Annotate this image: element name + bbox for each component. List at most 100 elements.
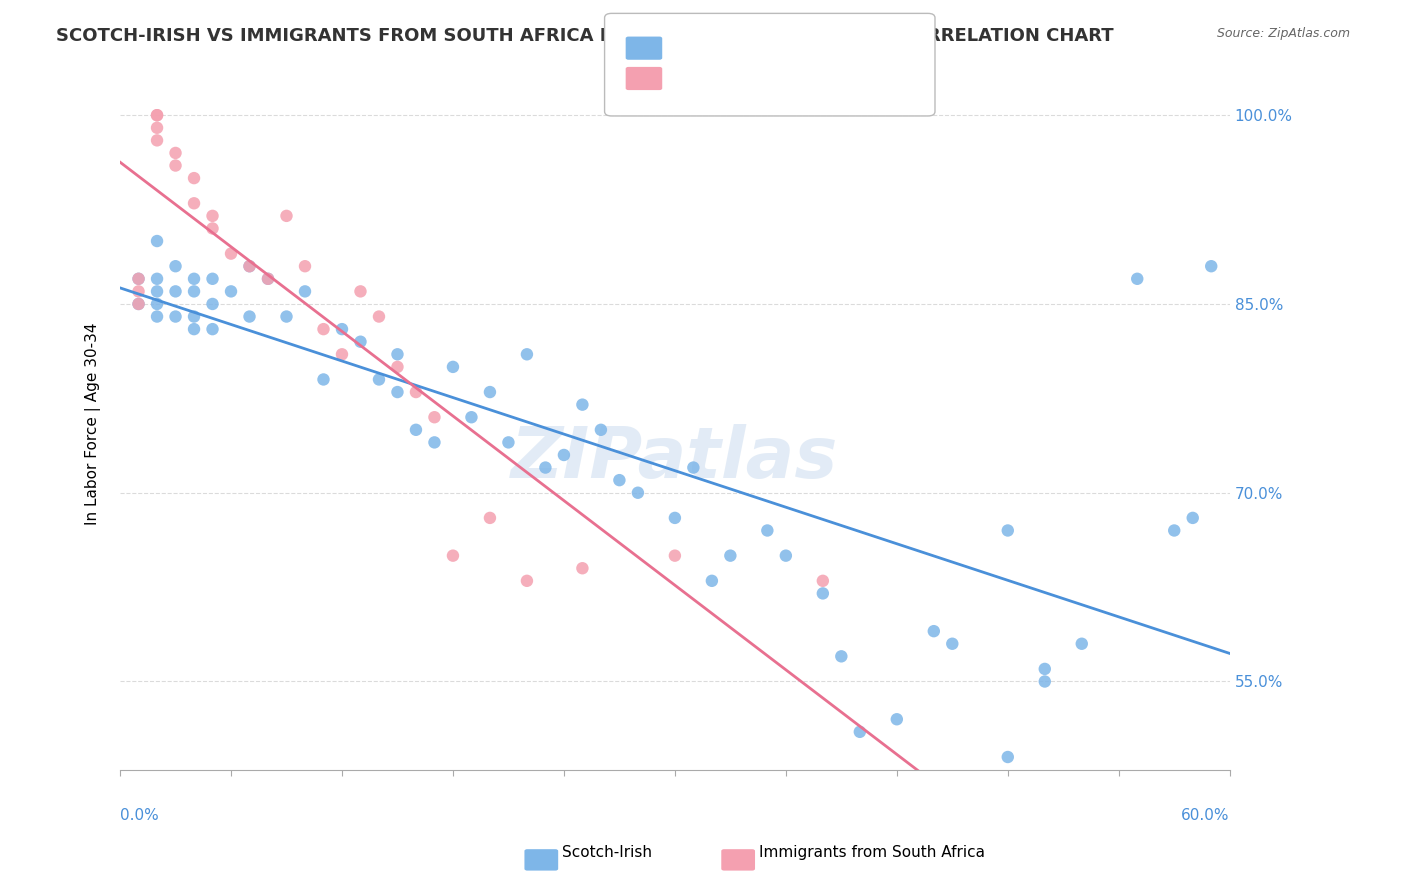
Text: 60.0%: 60.0% [1181,808,1230,823]
Point [312,372,335,386]
Point [922,624,945,639]
Point [146,120,169,135]
Text: 0.0%: 0.0% [120,808,159,823]
Point [183,171,205,186]
Point [1126,272,1149,286]
Point [387,347,409,361]
Point [146,310,169,324]
Point [811,574,834,588]
Point [534,460,557,475]
Point [516,347,538,361]
Point [478,385,501,400]
Point [183,272,205,286]
Text: Scotch-Irish: Scotch-Irish [562,846,652,860]
Point [498,435,520,450]
Point [460,410,482,425]
Text: ZIPatlas: ZIPatlas [512,424,838,492]
Point [128,285,150,299]
Point [128,297,150,311]
Point [146,108,169,122]
Point [1163,524,1185,538]
Text: R = 0.393   N = 31: R = 0.393 N = 31 [668,70,813,85]
Point [276,209,298,223]
Point [405,385,427,400]
Point [201,209,224,223]
Point [201,272,224,286]
Point [849,724,872,739]
Point [128,272,150,286]
Point [165,159,187,173]
Point [718,549,741,563]
Point [183,322,205,336]
Point [257,272,280,286]
Point [146,133,169,147]
Point [330,322,353,336]
Point [423,435,446,450]
Point [128,297,150,311]
Point [146,285,169,299]
Point [609,473,631,487]
Point [1033,674,1056,689]
Text: R = 0.159   N = 63: R = 0.159 N = 63 [668,40,813,54]
Text: Immigrants from South Africa: Immigrants from South Africa [759,846,986,860]
Point [294,259,316,273]
Point [941,637,963,651]
Point [183,310,205,324]
Point [368,310,391,324]
Point [349,334,371,349]
Point [238,259,260,273]
Point [330,347,353,361]
Point [405,423,427,437]
Point [441,549,464,563]
Point [201,322,224,336]
Point [238,310,260,324]
Point [627,485,650,500]
Point [571,398,593,412]
Point [553,448,575,462]
Point [516,574,538,588]
Point [146,297,169,311]
Point [664,511,686,525]
Point [1033,662,1056,676]
Point [664,549,686,563]
Point [201,297,224,311]
Point [700,574,723,588]
Point [183,196,205,211]
Point [165,310,187,324]
Point [478,511,501,525]
Point [128,272,150,286]
Point [830,649,852,664]
Point [1181,511,1204,525]
Point [165,259,187,273]
Point [1199,259,1222,273]
Point [682,460,704,475]
Point [165,285,187,299]
Point [997,750,1019,764]
Point [219,285,242,299]
Point [146,234,169,248]
Point [441,359,464,374]
Point [387,359,409,374]
Point [294,285,316,299]
Point [146,272,169,286]
Point [387,385,409,400]
Point [238,259,260,273]
Point [312,322,335,336]
Point [368,372,391,386]
Point [423,410,446,425]
Point [183,285,205,299]
Point [1070,637,1092,651]
Point [886,712,908,726]
Point [146,108,169,122]
Point [276,310,298,324]
Point [165,145,187,160]
Point [811,586,834,600]
Point [589,423,612,437]
Y-axis label: In Labor Force | Age 30-34: In Labor Force | Age 30-34 [86,322,101,524]
Point [756,524,779,538]
Text: SCOTCH-IRISH VS IMMIGRANTS FROM SOUTH AFRICA IN LABOR FORCE | AGE 30-34 CORRELAT: SCOTCH-IRISH VS IMMIGRANTS FROM SOUTH AF… [56,27,1114,45]
Point [775,549,797,563]
Point [219,246,242,260]
Point [257,272,280,286]
Point [201,221,224,235]
